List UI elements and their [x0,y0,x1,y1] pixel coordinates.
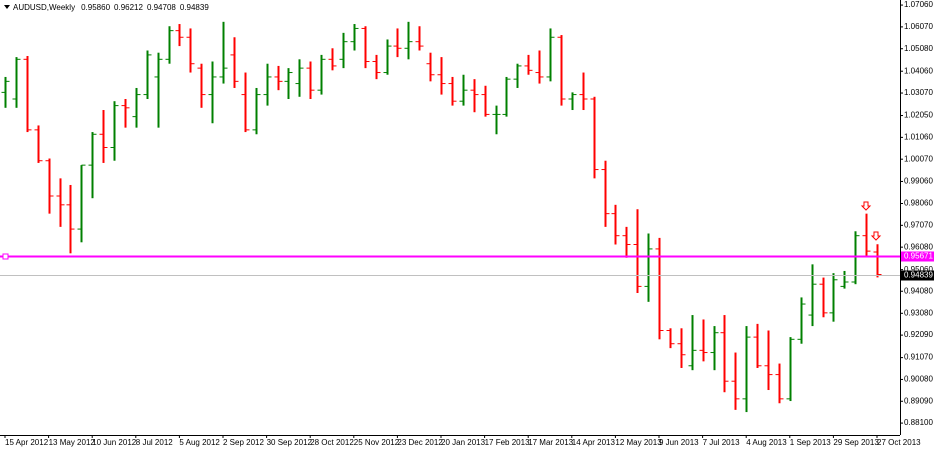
x-tick-label: 20 Jan 2013 [441,438,486,447]
y-tick-label: 0.88100 [904,418,933,427]
x-tick-label: 10 Jun 2012 [92,438,137,447]
x-tick-label: 5 Aug 2012 [179,438,220,447]
plot-area [1,21,882,413]
x-tick-label: 28 Oct 2012 [310,438,354,447]
y-tick-label: 1.01060 [904,132,933,141]
x-tick-label: 29 Sep 2013 [833,438,879,447]
price-label-box [901,251,934,262]
x-tick-label: 4 Aug 2013 [746,438,787,447]
x-tick-label: 8 Jul 2012 [136,438,173,447]
chart-title: AUDUSD,Weekly [13,3,75,12]
price-label: 0.95671 [904,252,933,261]
header-value: 0.96212 [114,3,143,12]
y-tick-label: 0.94080 [904,286,933,295]
y-tick-label: 0.95060 [904,265,933,274]
x-tick-label: 27 Oct 2013 [877,438,921,447]
x-tick-label: 17 Mar 2013 [528,438,573,447]
x-tick-label: 13 May 2012 [49,438,96,447]
fractal-arrow [870,231,882,241]
y-tick-label: 0.89090 [904,396,933,405]
x-tick-label: 1 Sep 2013 [790,438,831,447]
x-tick-label: 12 May 2013 [615,438,662,447]
header-triangle [4,5,10,9]
x-tick-label: 2 Sep 2012 [223,438,264,447]
header-value: 0.94708 [147,3,176,12]
fractal-arrow [860,201,872,211]
header-value: 0.94839 [180,3,209,12]
y-tick-label: 0.90080 [904,375,933,384]
y-tick-label: 1.04060 [904,66,933,75]
y-tick-label: 0.96080 [904,242,933,251]
y-tick-label: 0.98060 [904,199,933,208]
x-tick-label: 9 Jun 2013 [659,438,699,447]
y-tick-label: 1.00070 [904,154,933,163]
y-tick-label: 0.91070 [904,353,933,362]
x-tick-label: 7 Jul 2013 [703,438,740,447]
y-tick-label: 0.97070 [904,220,933,229]
header-value: 0.95860 [81,3,110,12]
y-tick-label: 1.07060 [904,0,933,9]
y-tick-label: 0.92090 [904,330,933,339]
x-tick-label: 23 Dec 2012 [397,438,443,447]
y-tick-label: 1.03070 [904,88,933,97]
fractal-arrows [860,201,882,241]
x-tick-label: 15 Apr 2012 [5,438,49,447]
x-tick-label: 25 Nov 2012 [354,438,400,447]
y-tick-label: 0.93080 [904,308,933,317]
x-tick-label: 14 Apr 2013 [572,438,616,447]
y-tick-label: 1.02050 [904,111,933,120]
x-tick-label: 17 Feb 2013 [485,438,530,447]
price-label: 0.94839 [904,271,933,280]
y-tick-label: 1.05080 [904,44,933,53]
price-label-box [901,270,934,281]
line-anchor [2,253,9,260]
x-tick-label: 30 Sep 2012 [267,438,313,447]
y-tick-label: 0.99060 [904,177,933,186]
y-tick-label: 1.06070 [904,22,933,31]
